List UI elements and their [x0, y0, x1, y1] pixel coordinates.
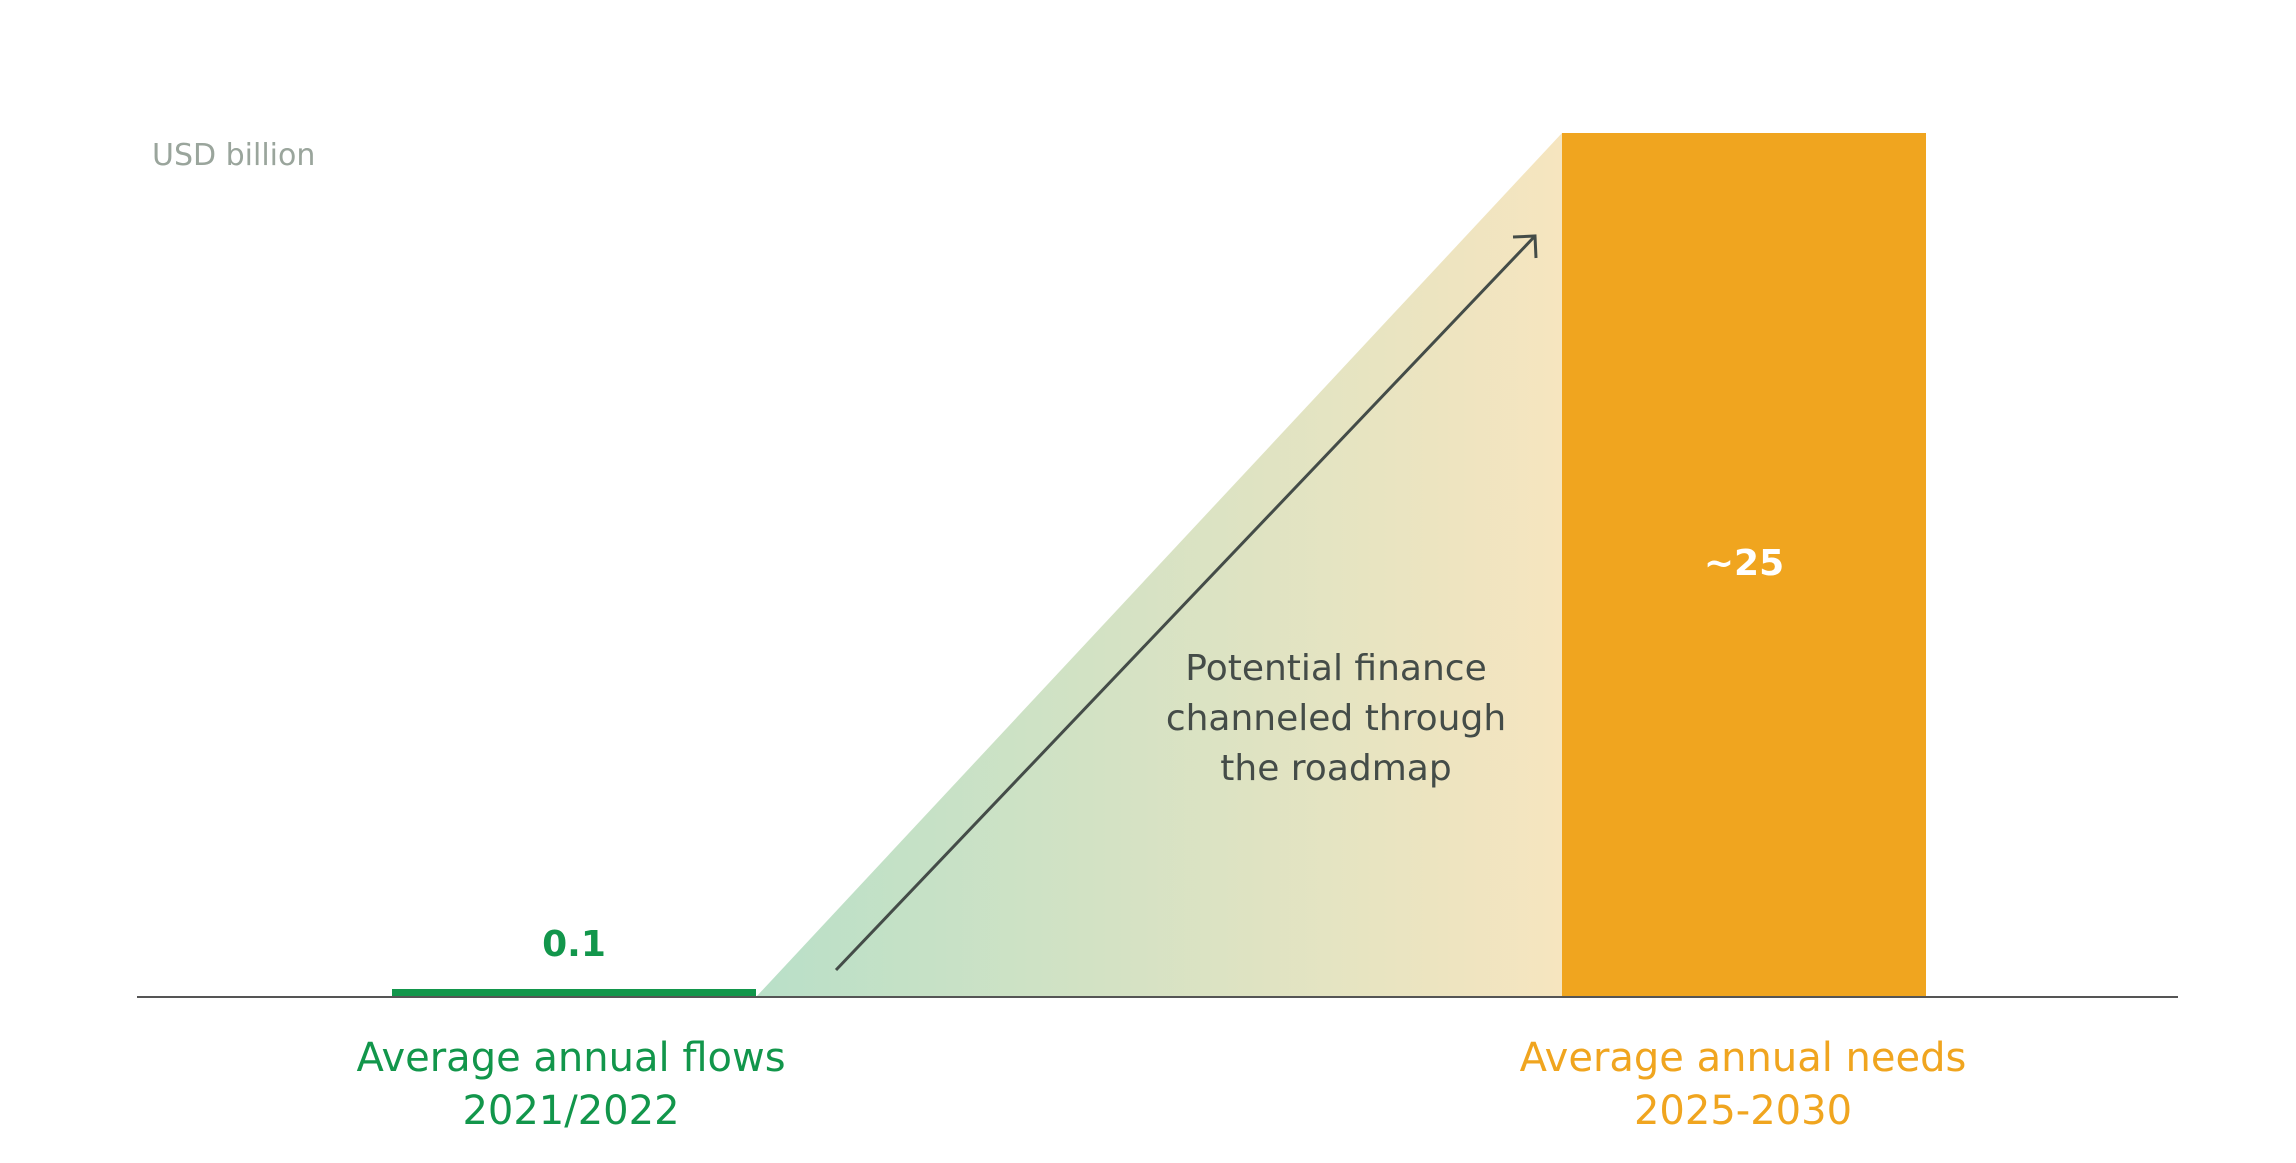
category-label-flows-line-2: 2021/2022 [462, 1088, 679, 1134]
transition-area [756, 133, 1562, 997]
annotation-line-1: Potential finance [1185, 648, 1486, 689]
category-label-needs-line-2: 2025-2030 [1634, 1088, 1852, 1134]
bar-average-annual-needs [1562, 133, 1926, 997]
category-label-needs-line-1: Average annual needs [1520, 1035, 1967, 1081]
arrow-icon [834, 234, 1537, 972]
value-label-needs: ~25 [1704, 543, 1784, 584]
bar-average-annual-flows [392, 989, 756, 997]
arrow-head-icon [1512, 234, 1538, 259]
annotation-line-2: channeled through [1166, 698, 1506, 739]
category-label-flows-line-1: Average annual flows [356, 1035, 785, 1081]
value-label-flows: 0.1 [542, 924, 606, 965]
unit-label: USD billion [152, 138, 315, 173]
annotation-line-3: the roadmap [1220, 748, 1451, 789]
